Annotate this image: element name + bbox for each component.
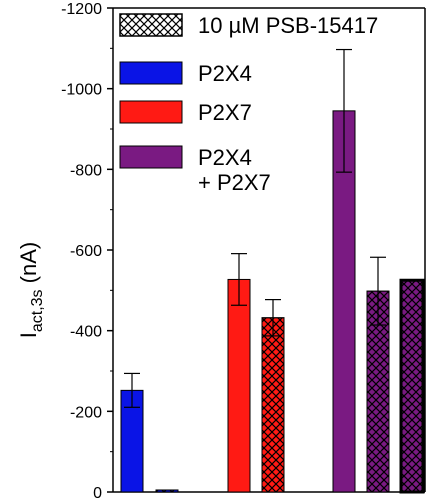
y-tick-label: -1200	[61, 1, 102, 18]
legend-label-p2x4: P2X4	[198, 61, 252, 86]
legend-label-p2x4-p2x7-line1: P2X4	[198, 145, 252, 170]
legend-swatch-p2x4-p2x7	[119, 145, 183, 169]
y-tick-label: -1000	[61, 82, 102, 99]
plot-area: 0 -200 -400 -600 -800 -1000 -1200	[61, 1, 426, 500]
legend-label-psb: 10 µM PSB-15417	[198, 13, 378, 38]
bar	[227, 278, 251, 493]
bar-hatch	[155, 489, 179, 493]
y-axis-label-unit: (nA)	[16, 242, 41, 290]
y-tick-label: -400	[70, 324, 102, 341]
y-axis-label: Iact,3s (nA)	[16, 242, 46, 339]
legend-swatch-p2x7	[119, 100, 183, 124]
y-tick-label: 0	[93, 485, 102, 500]
y-tick-label: -800	[70, 162, 102, 179]
y-axis-label-main: I	[16, 332, 41, 338]
legend-swatch-psb	[119, 13, 183, 37]
legend-label-p2x4-p2x7-line2: + P2X7	[198, 170, 271, 195]
y-tick-label: -200	[70, 404, 102, 421]
bar-hatch	[399, 278, 425, 494]
legend: 10 µM PSB-15417 P2X4 P2X7 P2X4 + P2X7	[119, 13, 378, 195]
y-axis-label-subscript: act,3s	[29, 289, 46, 332]
bar-hatch	[261, 317, 285, 493]
legend-label-p2x7: P2X7	[198, 100, 252, 125]
legend-swatch-p2x4	[119, 61, 183, 85]
y-tick-label: -600	[70, 243, 102, 260]
